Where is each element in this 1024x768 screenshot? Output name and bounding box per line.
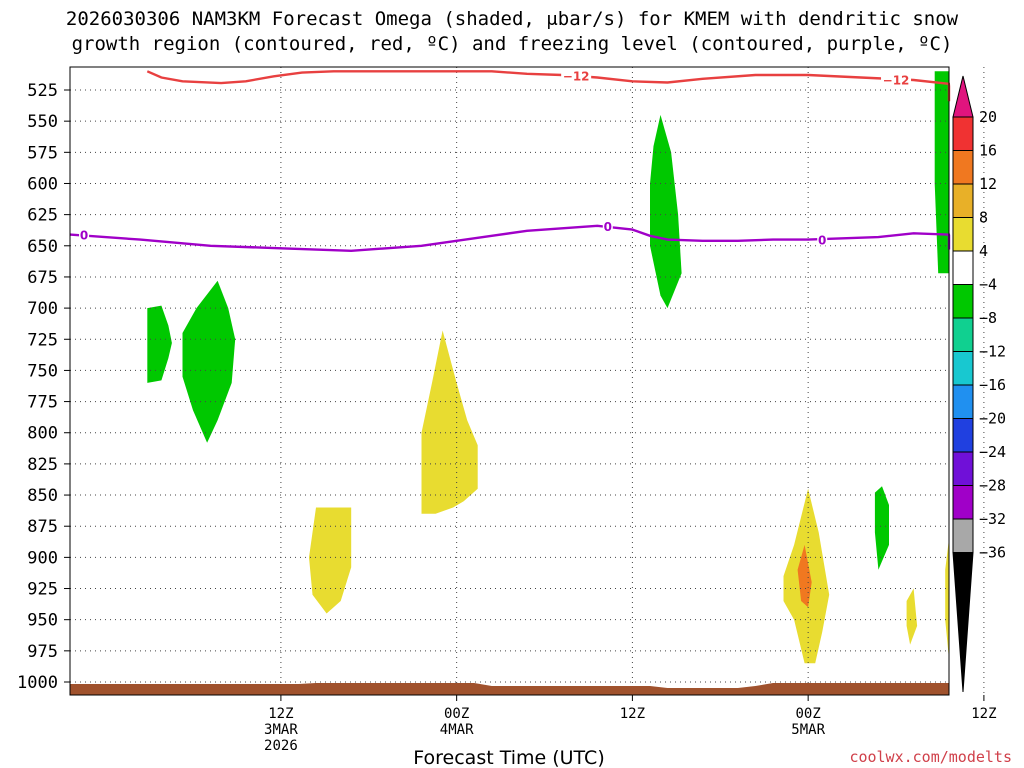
x-tick-label: 12Z (620, 706, 645, 722)
chart-title-line-1: 2026030306 NAM3KM Forecast Omega (shaded… (66, 8, 959, 30)
colorbar-label: −20 (979, 410, 1006, 428)
colorbar-band (952, 284, 974, 319)
y-tick-label: 650 (27, 237, 58, 257)
ground-surface (70, 683, 949, 695)
colorbar-band (952, 485, 974, 520)
colorbar-label: −36 (979, 544, 1006, 562)
x-tick-label: 00Z (796, 706, 821, 722)
x-tick-label: 12Z (971, 706, 996, 722)
colorbar-label: 20 (979, 108, 997, 126)
contour-label: 0 (80, 229, 88, 243)
y-tick-label: 550 (27, 112, 58, 132)
x-axis-title: Forecast Time (UTC) (413, 747, 604, 768)
colorbar-label: −32 (979, 510, 1006, 528)
omega-region-0 (147, 305, 172, 383)
x-tick-label: 12Z (268, 706, 293, 722)
colorbar-band (952, 150, 974, 185)
omega-region-9 (309, 507, 352, 614)
colorbar-label: −28 (979, 477, 1006, 495)
contour-label: 0 (818, 234, 826, 248)
colorbar-label: −24 (979, 443, 1006, 461)
y-tick-label: 825 (27, 455, 58, 475)
colorbar-label: 4 (979, 242, 988, 260)
x-tick-label: 2026 (264, 738, 298, 754)
y-tick-label: 775 (27, 393, 58, 413)
colorbar-band (952, 317, 974, 352)
omega-region-13 (906, 588, 918, 645)
colorbar-band (952, 351, 974, 386)
x-tick-label: 5MAR (791, 722, 825, 738)
colorbar-label: 8 (979, 209, 988, 227)
omega-region-1 (182, 280, 236, 443)
colorbar-band (952, 451, 974, 486)
contour-label-bg (602, 218, 613, 232)
x-tick-label: 00Z (444, 706, 469, 722)
colorbar-band (952, 116, 974, 151)
y-tick-label: 1000 (17, 673, 58, 693)
colorbar-label: −4 (979, 276, 997, 294)
y-tick-label: 900 (27, 548, 58, 568)
colorbar-band (952, 384, 974, 419)
colorbar-label: −12 (979, 343, 1006, 361)
omega-shading (147, 71, 949, 664)
y-tick-label: 750 (27, 361, 58, 381)
colorbar-label: −16 (979, 376, 1006, 394)
plot-frame (69, 66, 950, 696)
colorbar-band (952, 518, 974, 553)
y-tick-label: 950 (27, 611, 58, 631)
colorbar-label: −8 (979, 309, 997, 327)
omega-region-4 (934, 71, 949, 274)
y-axis-pressure: 525 550 575 600 625 650 675 700 725 750 775 800 825 8… (17, 81, 70, 693)
y-tick-label: 675 (27, 268, 58, 288)
contour-label-bg (79, 227, 90, 241)
chart-title-line-2: growth region (contoured, red, ºC) and f… (72, 33, 953, 55)
y-tick-label: 575 (27, 143, 58, 163)
y-tick-label: 600 (27, 174, 58, 194)
colorbar: 20 16 12 8 4 −4 −8 −12 −16 −20 −24 −28 −32 −36 (952, 75, 1006, 693)
y-tick-label: 850 (27, 486, 58, 506)
y-tick-label: 875 (27, 517, 58, 537)
y-tick-label: 625 (27, 206, 58, 226)
omega-region-10 (421, 330, 478, 514)
colorbar-label: 12 (979, 175, 997, 193)
colorbar-bottom-arrow (952, 552, 974, 693)
omega-region-14 (945, 476, 949, 664)
y-tick-label: 725 (27, 330, 58, 350)
omega-region-2 (650, 114, 682, 309)
y-tick-label: 800 (27, 424, 58, 444)
colorbar-band (952, 418, 974, 453)
contour-label: −12 (883, 73, 910, 87)
colorbar-band (952, 217, 974, 252)
y-tick-label: 525 (27, 81, 58, 101)
y-tick-label: 925 (27, 580, 58, 600)
omega-region-12 (797, 544, 812, 608)
colorbar-band (952, 250, 974, 285)
omega-region-3 (874, 486, 889, 570)
contour-label-bg (881, 72, 912, 86)
colorbar-label: 16 (979, 142, 997, 160)
colorbar-band (952, 183, 974, 218)
credit-text: coolwx.com/modelts (849, 748, 1012, 766)
contour-label: −12 (563, 70, 590, 84)
x-tick-label: 3MAR (264, 722, 298, 738)
contour-label-bg (561, 68, 592, 82)
plot-area: −12 −12 0 0 0 (69, 66, 985, 696)
contour-label-bg (817, 232, 828, 246)
contour-label: 0 (604, 220, 612, 234)
y-tick-label: 700 (27, 299, 58, 319)
y-tick-label: 975 (27, 642, 58, 662)
x-tick-label: 4MAR (440, 722, 474, 738)
colorbar-top-arrow (952, 75, 974, 118)
